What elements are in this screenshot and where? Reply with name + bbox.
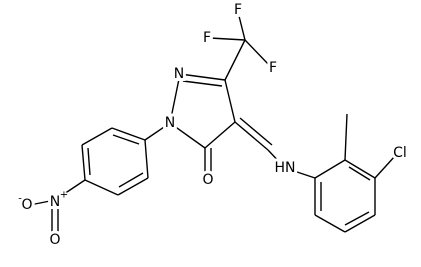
atom-label: N [165,115,175,131]
charge: + [60,190,68,201]
atom-label: Cl [393,145,407,161]
atom-label: O [49,232,60,248]
atom-label: F [269,60,277,76]
charge: - [18,194,22,205]
atom-label: O [21,197,32,213]
atom-label: N [174,66,184,82]
atom-label: O [202,172,213,188]
atom-label: F [203,30,211,46]
atom-label: HN [275,160,296,176]
atom-label: N [50,194,60,210]
atom-labels: F F F N N O HN Cl N + O - O [17,0,410,251]
bonds [29,11,396,236]
atom-label: F [234,2,242,18]
